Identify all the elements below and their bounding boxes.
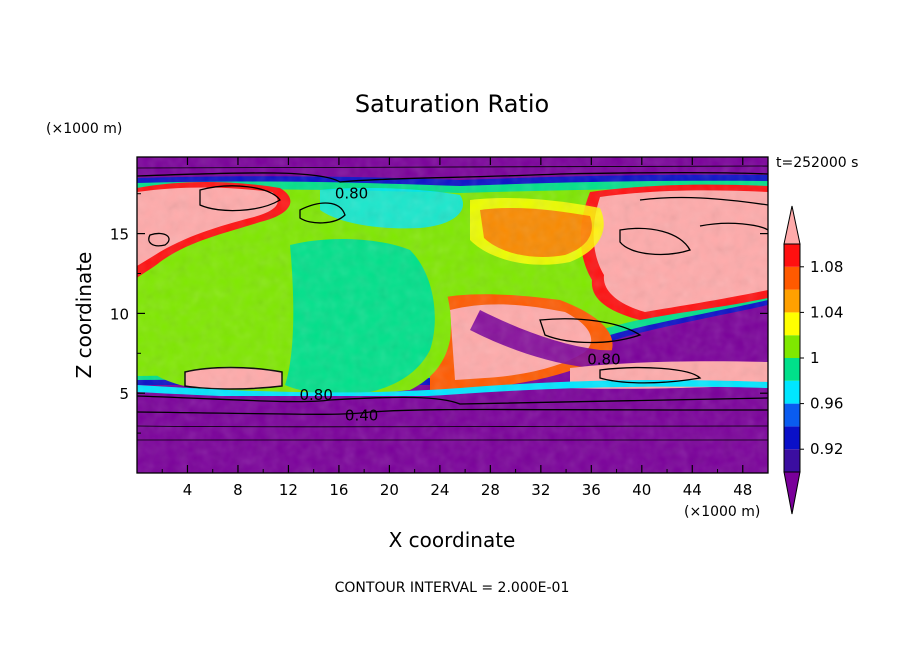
colorbar-label: 0.96 [810, 395, 843, 413]
x-tick-label: 36 [582, 481, 601, 499]
contour-label: 0.80 [587, 351, 620, 369]
plot-area [137, 157, 768, 473]
colorbar-swatch [784, 449, 800, 472]
y-axis-label: Z coordinate [72, 252, 96, 379]
plot-frame [136, 156, 769, 474]
colorbar-label: 0.92 [810, 440, 843, 458]
colorbar-max-arrow [783, 205, 801, 245]
x-tick-label: 48 [733, 481, 752, 499]
colorbar-min-arrow [783, 471, 801, 515]
x-tick-label: 16 [329, 481, 348, 499]
x-tick-label: 8 [233, 481, 243, 499]
contour-label: 0.80 [300, 386, 333, 404]
colorbar-swatch [784, 358, 800, 381]
y-tick-label: 5 [119, 385, 129, 403]
x-tick-label: 32 [531, 481, 550, 499]
colorbar: 0.92 0.96 1 1.04 1.08 [783, 205, 843, 515]
x-tick-label: 40 [632, 481, 651, 499]
y-tick-label: 10 [110, 305, 129, 323]
x-tick-label: 24 [430, 481, 449, 499]
x-axis-label: X coordinate [389, 528, 516, 552]
colorbar-swatch [784, 266, 800, 290]
contour-label: 0.80 [335, 185, 368, 203]
colorbar-swatch [784, 426, 800, 450]
x-tick-label: 20 [380, 481, 399, 499]
x-unit-label: (×1000 m) [684, 504, 760, 520]
x-tick-label: 28 [481, 481, 500, 499]
colorbar-swatch [784, 244, 800, 267]
x-tick-label: 4 [183, 481, 193, 499]
x-axis-ticks: 4 8 12 16 20 24 28 32 36 40 44 48 [161, 157, 752, 499]
colorbar-label: 1.04 [810, 303, 843, 321]
x-tick-label: 12 [279, 481, 298, 499]
contour-labels: 0.80 0.80 0.40 0.80 [300, 185, 621, 425]
colorbar-swatch [784, 335, 800, 358]
y-tick-label: 15 [110, 226, 129, 244]
y-unit-label: (×1000 m) [46, 121, 122, 137]
colorbar-swatch [784, 289, 800, 313]
contour-interval-note: CONTOUR INTERVAL = 2.000E-01 [335, 580, 570, 596]
colorbar-label: 1 [810, 349, 820, 367]
chart-title: Saturation Ratio [355, 90, 549, 118]
colorbar-label: 1.08 [810, 258, 843, 276]
y-axis-ticks: 5 10 15 [110, 193, 768, 434]
colorbar-swatch [784, 312, 800, 336]
colorbar-swatch [784, 403, 800, 427]
x-tick-label: 44 [683, 481, 702, 499]
time-label: t=252000 s [776, 155, 858, 171]
contour-label: 0.40 [345, 407, 378, 425]
colorbar-swatch [784, 380, 800, 404]
